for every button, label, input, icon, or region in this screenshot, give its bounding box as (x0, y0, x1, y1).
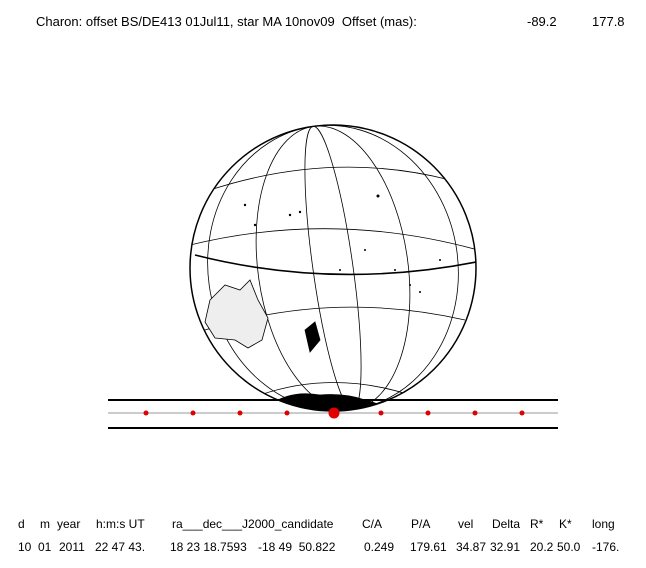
table-cell: 50.0 (557, 540, 581, 554)
table-cell: -18 49 50.822 (258, 540, 336, 554)
offset-dec: 177.8 (592, 14, 625, 29)
column-header: m (40, 517, 50, 531)
column-header: h:m:s UT (96, 517, 145, 531)
column-header: d (18, 517, 25, 531)
table-cell: 22 47 43. (95, 540, 145, 554)
table-cell: 18 23 18.7593 (170, 540, 247, 554)
shadow-path (108, 399, 558, 429)
column-header: K* (559, 517, 572, 531)
table-cell: 01 (38, 540, 52, 554)
column-header: long (592, 517, 615, 531)
column-header: year (57, 517, 80, 531)
globe (189, 124, 477, 412)
column-header: Delta (492, 517, 520, 531)
table-cell: 0.249 (364, 540, 394, 554)
table-cell: 10 (18, 540, 32, 554)
table-cell: 20.2 (530, 540, 554, 554)
offset-ra: -89.2 (527, 14, 557, 29)
column-header: C/A (362, 517, 382, 531)
column-header: ra___dec___J2000_candidate (172, 517, 334, 531)
table-cell: 2011 (59, 540, 85, 554)
event-table: d m year h:m:s UT ra___dec___J2000_candidate… (18, 517, 619, 554)
column-header: R* (530, 517, 544, 531)
title: Charon: offset BS/DE413 01Jul11, star MA… (36, 14, 417, 29)
table-cell: -176. (592, 540, 619, 554)
column-header: vel (458, 517, 473, 531)
table-cell: 34.87 (456, 540, 486, 554)
table-cell: 32.91 (490, 540, 520, 554)
table-cell: 179.61 (410, 540, 447, 554)
column-header: P/A (411, 517, 430, 531)
